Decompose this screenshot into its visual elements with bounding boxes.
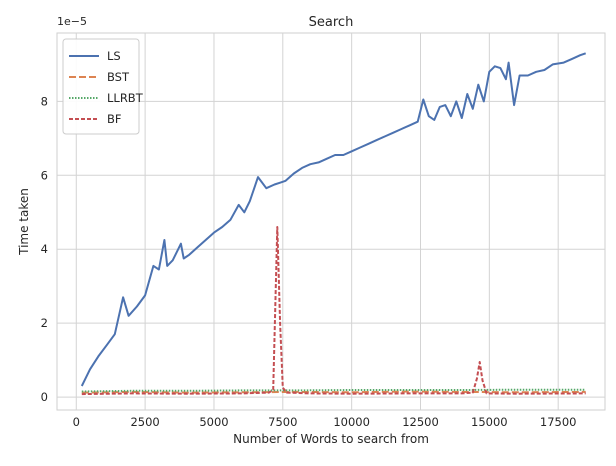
y-tick-labels: 0 2 4 6 8: [41, 94, 48, 404]
x-tick-label: 0: [73, 415, 80, 429]
series-line-ls: [80, 52, 587, 387]
legend-entry-ls: LS: [69, 49, 121, 63]
legend-entry-bf: BF: [69, 112, 122, 126]
y-tick-label: 4: [41, 242, 48, 256]
legend: LS BST LLRBT BF: [62, 38, 144, 135]
y-axis-label: Time taken: [17, 188, 31, 256]
x-tick-label: 2500: [130, 415, 159, 429]
legend-box: [62, 38, 140, 135]
x-tick-label: 5000: [199, 415, 228, 429]
x-tick-label: 12500: [402, 415, 439, 429]
legend-label-bst: BST: [107, 70, 130, 84]
x-tick-labels: 0 2500 5000 7500 10000 12500 15000 17500: [73, 415, 577, 429]
y-scale-multiplier: 1e−5: [57, 15, 87, 28]
legend-label-bf: BF: [107, 112, 122, 126]
series-line-bf: [81, 226, 586, 396]
legend-entry-bst: BST: [69, 70, 130, 84]
x-tick-label: 10000: [333, 415, 370, 429]
legend-label-ls: LS: [107, 49, 121, 63]
legend-entry-llrbt: LLRBT: [69, 91, 144, 105]
series-layer: [80, 52, 587, 396]
y-tick-label: 0: [41, 390, 48, 404]
chart-title: Search: [309, 15, 354, 30]
y-tick-label: 6: [41, 168, 48, 182]
x-tick-label: 15000: [471, 415, 508, 429]
legend-label-llrbt: LLRBT: [107, 91, 144, 105]
series-line-bst: [81, 390, 586, 394]
x-axis-label: Number of Words to search from: [233, 432, 429, 446]
y-tick-label: 8: [41, 94, 48, 108]
x-tick-label: 7500: [268, 415, 297, 429]
grid-lines: [57, 33, 605, 410]
y-tick-label: 2: [41, 316, 48, 330]
x-tick-label: 17500: [540, 415, 577, 429]
